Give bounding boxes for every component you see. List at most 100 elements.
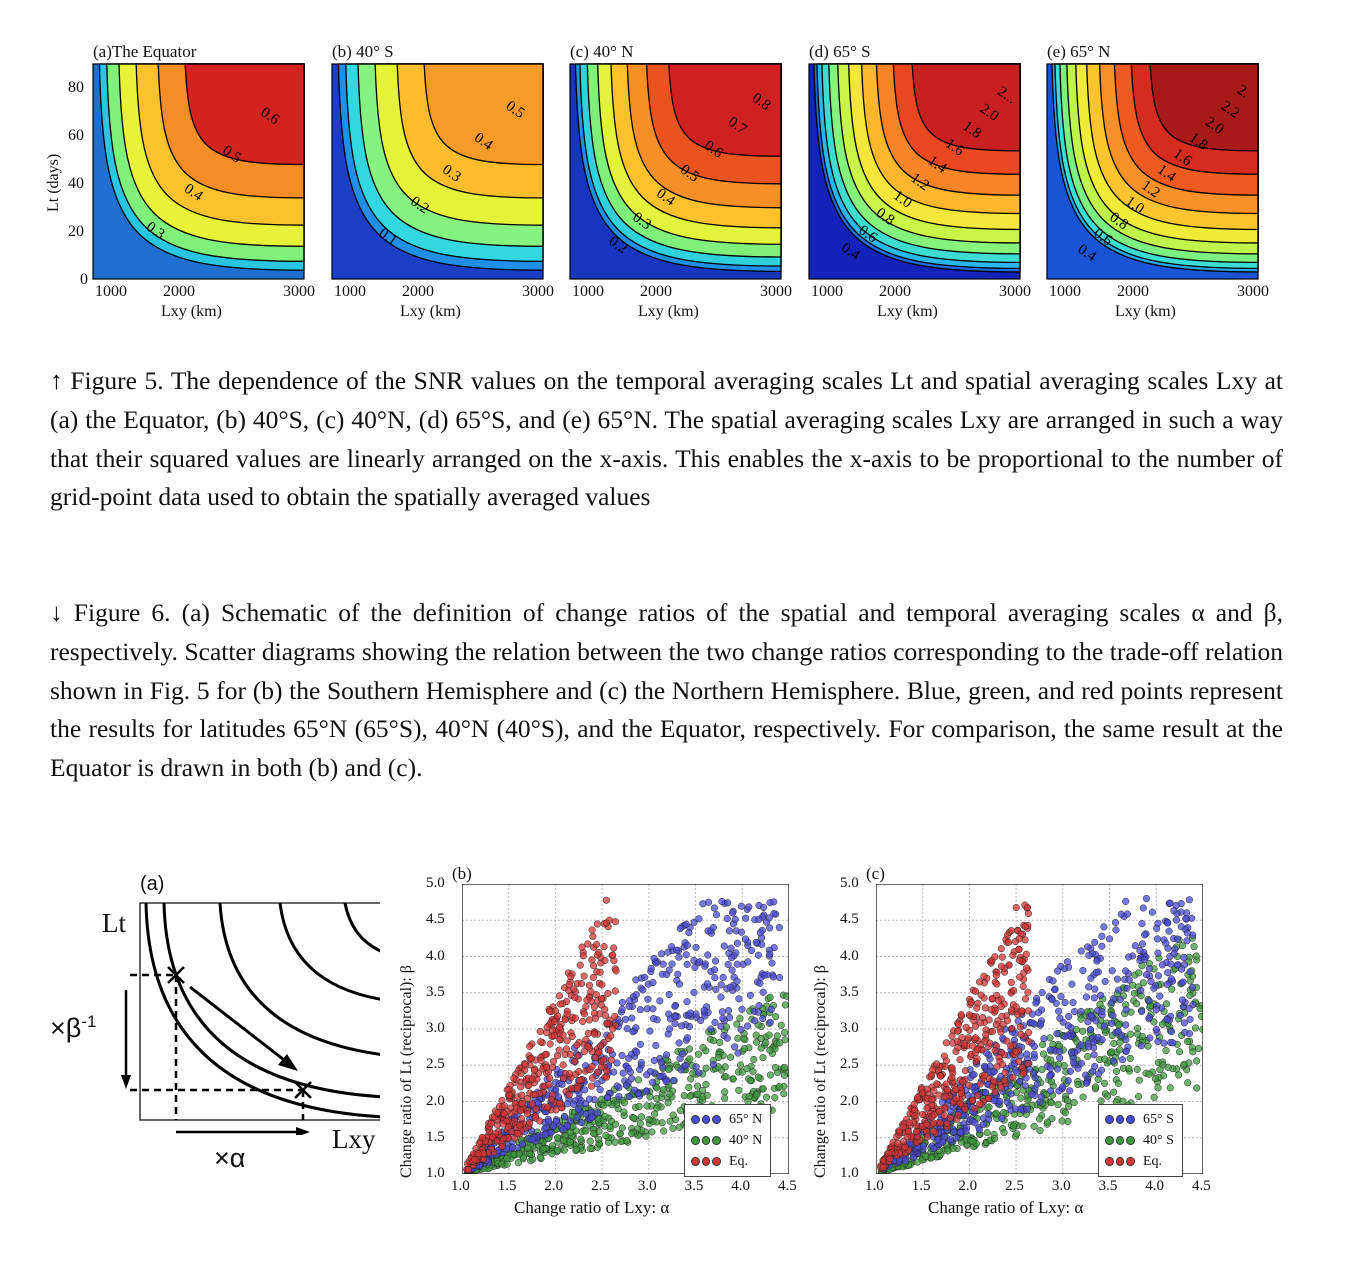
scatter-point-blue [1125,953,1133,961]
scatter-point-red [989,1027,997,1035]
scatter-point-green [1184,1079,1192,1087]
scatter-point-green [623,1137,631,1145]
scatter-point-blue [1098,942,1106,950]
scatter-point-blue [1030,1069,1038,1077]
scatter-point-blue [649,1005,657,1013]
scatter-point-blue [686,1009,695,1017]
scatter-point-red [973,1091,982,1100]
scatter-point-red [936,1072,945,1080]
scatter-point-blue [1079,966,1087,975]
scatter-point-red [510,1074,518,1082]
scatter-point-green [1156,1066,1164,1074]
scatter-point-red [1019,1070,1027,1078]
scatter-point-blue [1173,935,1181,943]
scatter-point-green [1135,969,1143,977]
scatter-point-blue [759,1015,767,1023]
scatter-point-green [1158,1020,1167,1028]
scatter-point-red [590,1030,599,1038]
legend-marker [691,1115,722,1124]
scatter-point-green [1000,1129,1008,1137]
scatter-point-green [658,1119,666,1127]
scatter-point-blue [1141,931,1149,939]
scatter-point-green [1017,1094,1025,1102]
scatter-point-red [606,1046,614,1054]
scatter-point-blue [1186,968,1194,976]
scatter-point-green [702,1064,710,1072]
scatter-point-blue [1098,932,1106,940]
scatter-point-blue [665,990,673,999]
scatter-point-green [1009,1122,1018,1130]
scatter-point-green [634,1076,642,1084]
scatter-point-blue [1148,908,1156,916]
scatter-point-blue [1139,904,1147,912]
scatter-point-red [1021,922,1029,931]
legend-label: 40° N [729,1132,763,1148]
scatter-point-green [685,1083,693,1091]
fig5-y-tick: 80 [68,79,84,96]
scatter-point-blue [738,1005,746,1013]
scatter-point-red [580,1010,588,1018]
scatter-point-red [523,1110,532,1118]
scatter-point-red [952,1095,960,1103]
scatter-point-red [952,1085,960,1093]
scatter-point-red [1017,1030,1025,1039]
scatter-point-blue [1131,942,1139,950]
scatter-point-blue [765,914,773,922]
scatter-point-blue [975,1126,983,1134]
scatter-point-green [566,1138,574,1146]
scatter-point-red [583,996,591,1004]
scatter-point-green [710,1037,718,1045]
scatter-point-green [991,1134,999,1143]
scatter-point-red [537,1038,545,1046]
scatter-point-blue [1122,967,1130,975]
scatter-point-red [591,1014,599,1022]
scatter-point-blue [744,958,752,966]
scatter-point-blue [692,1063,700,1071]
scatter-point-red [918,1110,926,1119]
scatter-point-green [665,1065,673,1073]
scatter-point-blue [1051,986,1059,994]
scatter-point-red [518,1099,526,1108]
scatter-point-green [736,1014,744,1022]
scatter-point-green [757,1034,765,1042]
scatter-point-red [985,1016,993,1024]
scatter-point-red [1001,1069,1009,1077]
scatter-point-green [653,1095,661,1103]
scatter-point-blue [1037,1020,1045,1028]
fig5-panel-title: (b) 40° S [332,42,394,61]
scatter-point-blue [1085,951,1093,959]
scatter-point-green [1176,1048,1184,1056]
scatter-point-blue [1188,984,1197,992]
scatter-point-blue [1061,998,1069,1007]
fig5-x-tick: 3000 [760,283,792,300]
scatter-point-blue [726,983,734,991]
scatter-point-blue [1070,1007,1079,1016]
scatter-point-red [563,1037,571,1045]
scatter-point-blue [1137,986,1145,995]
fig5-x-tick: 3000 [522,283,554,300]
scatter-point-red [478,1134,486,1142]
scatter-point-blue [636,1065,644,1074]
scatter-point-blue [670,1076,678,1085]
scatter-point-red [578,943,586,951]
scatter-point-blue [558,1080,566,1088]
scatter-point-red [954,1111,962,1119]
fig5-panel-title: (d) 65° S [809,42,871,61]
scatter-point-blue [1122,1047,1130,1055]
scatter-point-red [499,1120,507,1128]
scatter-point-red [1016,1023,1024,1031]
scatter-x-axis-label: Change ratio of Lxy: α [514,1198,670,1217]
scatter-point-red [551,1017,559,1026]
scatter-x-tick: 4.5 [1192,1178,1211,1194]
scatter-point-blue [665,966,673,974]
scatter-point-blue [1087,974,1095,982]
scatter-point-green [743,1065,751,1073]
scatter-point-green [1101,1055,1109,1063]
scatter-point-blue [719,973,727,982]
scatter-point-green [1130,989,1138,997]
scatter-point-red [930,1127,938,1135]
scatter-point-green [766,1071,774,1079]
scatter-point-green [1195,1045,1203,1053]
scatter-point-red [1010,986,1018,995]
scatter-point-blue [1030,1050,1038,1058]
